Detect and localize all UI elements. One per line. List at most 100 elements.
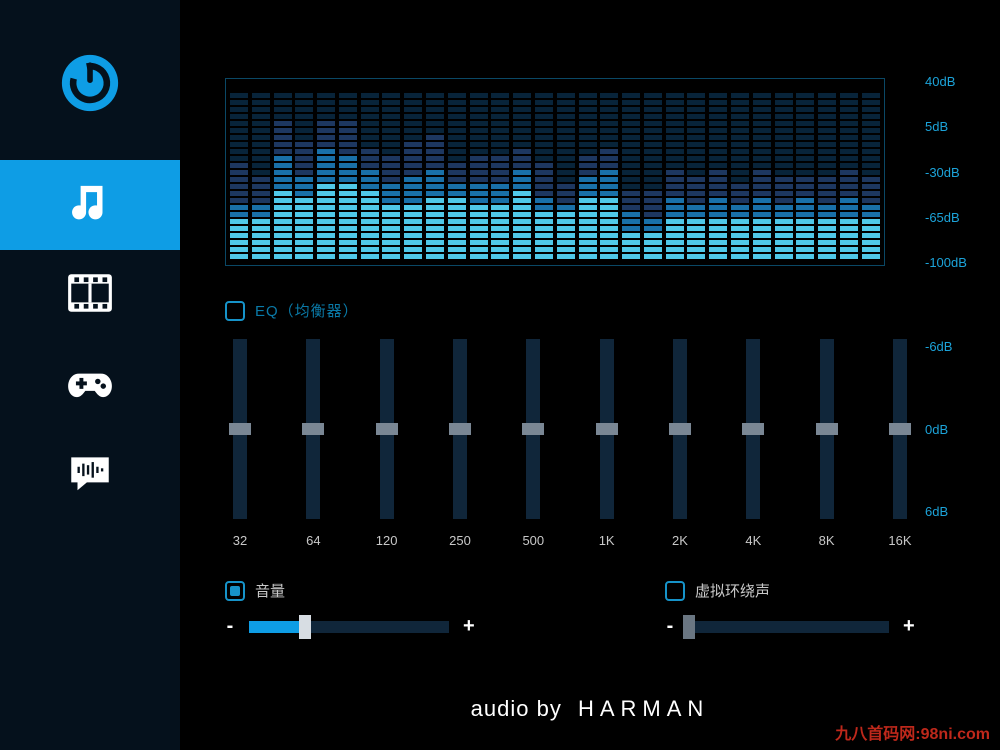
spectrum-bar [840, 85, 858, 259]
eq-slider[interactable] [526, 339, 540, 519]
surround-plus[interactable]: + [903, 615, 913, 638]
volume-thumb[interactable] [299, 615, 311, 639]
eq-thumb[interactable] [742, 423, 764, 435]
eq-freq-label: 250 [449, 533, 471, 548]
eq-thumb[interactable] [816, 423, 838, 435]
footer-brand: audio by HARMAN [180, 696, 1000, 722]
eq-slider[interactable] [233, 339, 247, 519]
spectrum-bar [666, 85, 684, 259]
eq-thumb[interactable] [669, 423, 691, 435]
eq-slider[interactable] [893, 339, 907, 519]
eq-band: 120 [372, 339, 402, 548]
db-label: 5dB [925, 119, 973, 134]
power-button[interactable] [0, 40, 180, 130]
volume-plus[interactable]: + [463, 615, 473, 638]
spectrum-bar [274, 85, 292, 259]
eq-band: 1K [592, 339, 622, 548]
eq-slider[interactable] [380, 339, 394, 519]
spectrum-bar [644, 85, 662, 259]
eq-thumb[interactable] [229, 423, 251, 435]
spectrum-bar [687, 85, 705, 259]
eq-freq-label: 4K [745, 533, 761, 548]
spectrum-analyzer: 40dB 5dB -30dB -65dB -100dB [225, 78, 925, 266]
db-label: -65dB [925, 210, 973, 225]
eq-freq-label: 2K [672, 533, 688, 548]
spectrum-bar [622, 85, 640, 259]
volume-checkbox[interactable] [225, 581, 245, 601]
eq-freq-label: 64 [306, 533, 320, 548]
eq-freq-label: 500 [522, 533, 544, 548]
volume-label: 音量 [255, 580, 285, 601]
eq-slider[interactable] [746, 339, 760, 519]
eq-slider[interactable] [453, 339, 467, 519]
eq-section: EQ（均衡器） -6dB 0dB 6dB 32641202505001K2K4K… [225, 300, 945, 548]
eq-band: 32 [225, 339, 255, 548]
eq-checkbox[interactable] [225, 301, 245, 321]
spectrum-bar [230, 85, 248, 259]
spectrum-bar [470, 85, 488, 259]
voice-tab[interactable] [0, 430, 180, 520]
surround-slider[interactable] [689, 621, 889, 633]
volume-slider[interactable] [249, 621, 449, 633]
eq-band: 500 [518, 339, 548, 548]
db-label: -30dB [925, 165, 973, 180]
db-label: 40dB [925, 74, 973, 89]
surround-thumb[interactable] [683, 615, 695, 639]
eq-thumb[interactable] [596, 423, 618, 435]
main-panel: 40dB 5dB -30dB -65dB -100dB EQ（均衡器） -6dB… [180, 0, 1000, 750]
db-label: -100dB [925, 255, 973, 270]
spectrum-bar [513, 85, 531, 259]
spectrum-bar [818, 85, 836, 259]
eq-band: 64 [298, 339, 328, 548]
eq-band: 4K [738, 339, 768, 548]
brand-name: HARMAN [578, 696, 709, 721]
spectrum-bar [339, 85, 357, 259]
eq-slider[interactable] [306, 339, 320, 519]
film-icon [65, 268, 115, 323]
spectrum-bar [252, 85, 270, 259]
spectrum-bar [382, 85, 400, 259]
eq-slider[interactable] [600, 339, 614, 519]
spectrum-bar [579, 85, 597, 259]
volume-minus[interactable]: - [225, 615, 235, 638]
eq-slider[interactable] [673, 339, 687, 519]
spectrum-db-labels: 40dB 5dB -30dB -65dB -100dB [925, 74, 973, 270]
eq-thumb[interactable] [302, 423, 324, 435]
eq-band: 250 [445, 339, 475, 548]
eq-slider[interactable] [820, 339, 834, 519]
music-tab[interactable] [0, 160, 180, 250]
gamepad-icon [65, 358, 115, 413]
sidebar [0, 0, 180, 750]
eq-db-label: 6dB [925, 504, 952, 519]
eq-thumb[interactable] [376, 423, 398, 435]
eq-db-labels: -6dB 0dB 6dB [925, 339, 952, 519]
eq-freq-label: 16K [888, 533, 911, 548]
volume-block: 音量 - + [225, 580, 525, 638]
spectrum-bar [535, 85, 553, 259]
spectrum-bar [317, 85, 335, 259]
eq-thumb[interactable] [889, 423, 911, 435]
eq-band: 2K [665, 339, 695, 548]
spectrum-bar [426, 85, 444, 259]
surround-minus[interactable]: - [665, 615, 675, 638]
voice-chat-icon [65, 448, 115, 503]
spectrum-bar [448, 85, 466, 259]
eq-label: EQ（均衡器） [255, 300, 359, 321]
eq-thumb[interactable] [522, 423, 544, 435]
eq-band: 16K [885, 339, 915, 548]
eq-db-label: 0dB [925, 422, 952, 437]
game-tab[interactable] [0, 340, 180, 430]
eq-thumb[interactable] [449, 423, 471, 435]
eq-freq-label: 32 [233, 533, 247, 548]
eq-freq-label: 8K [819, 533, 835, 548]
spectrum-bar [295, 85, 313, 259]
music-icon [65, 178, 115, 233]
surround-checkbox[interactable] [665, 581, 685, 601]
spectrum-bar [600, 85, 618, 259]
eq-band: 8K [812, 339, 842, 548]
movie-tab[interactable] [0, 250, 180, 340]
eq-sliders: -6dB 0dB 6dB 32641202505001K2K4K8K16K [225, 339, 915, 548]
spectrum-bar [404, 85, 422, 259]
eq-freq-label: 1K [599, 533, 615, 548]
power-icon [60, 53, 120, 118]
